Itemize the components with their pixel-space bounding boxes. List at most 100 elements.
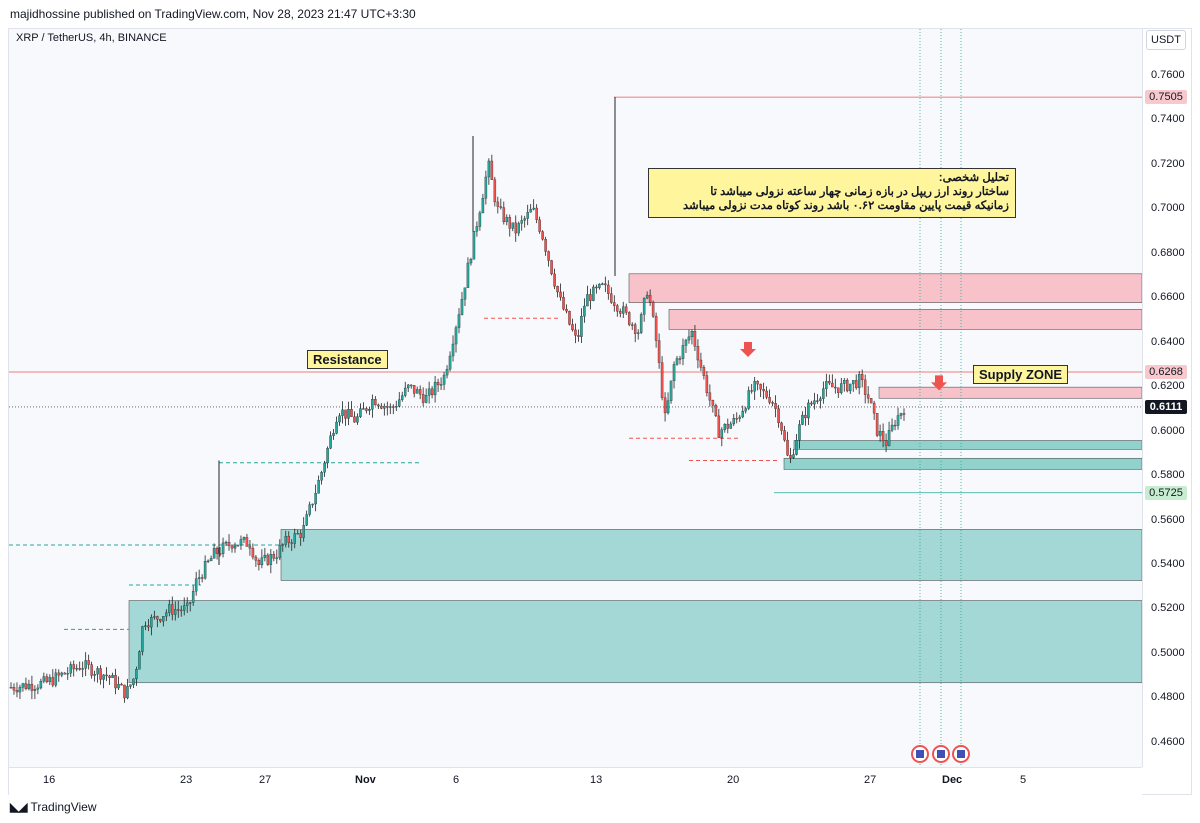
candle-body: [795, 440, 798, 455]
chart-plot-area[interactable]: [9, 29, 1142, 767]
candle-body: [857, 374, 861, 389]
time-scale[interactable]: 16 23 27 Nov 6 13 20 27 Dec 5: [9, 767, 1142, 795]
price-tick: 0.4600: [1151, 735, 1185, 748]
candle-body: [27, 683, 31, 689]
candle-body: [589, 294, 592, 301]
candle-body: [765, 390, 768, 398]
candle-body: [571, 324, 574, 331]
candle-body: [424, 395, 428, 403]
candle-body: [383, 406, 386, 409]
flag-inner: [916, 750, 924, 758]
candle-body: [866, 394, 870, 399]
candle-body: [227, 541, 231, 546]
publish-bar: majidhossine published on TradingView.co…: [0, 0, 1200, 28]
candle-body: [583, 305, 586, 317]
candle-body: [102, 674, 105, 680]
candle-body: [200, 577, 204, 579]
candle-body: [726, 423, 730, 429]
candle-body: [174, 609, 177, 615]
candle-body: [902, 413, 906, 415]
price-tick: 0.5800: [1151, 469, 1185, 482]
price-tick: 0.7600: [1151, 69, 1185, 81]
candle-body: [39, 680, 43, 689]
candle-body: [398, 399, 401, 407]
candle-body: [317, 480, 320, 494]
candle-body: [633, 324, 637, 334]
candle-body: [409, 384, 413, 387]
candle-body: [598, 283, 601, 288]
candle-body: [869, 398, 873, 404]
price-scale[interactable]: 0.7600 0.7400 0.7200 0.7000 0.6800 0.6600 0.64…: [1142, 29, 1191, 767]
price-tick: 0.4800: [1151, 691, 1185, 704]
candle-body: [72, 664, 75, 670]
resistance-label[interactable]: Resistance: [307, 350, 388, 369]
candle-body: [433, 381, 437, 396]
analysis-note[interactable]: تحلیل شخصی: ساختار روند ارز ریپل در بازه…: [648, 168, 1016, 218]
candle-body: [392, 406, 395, 408]
candle-body: [451, 343, 455, 357]
candle-body: [792, 454, 795, 458]
candle-body: [627, 312, 631, 325]
candle-body: [114, 674, 117, 689]
candle-body: [141, 626, 144, 652]
candle-body: [505, 217, 509, 223]
candle-body: [651, 301, 655, 317]
symbol-title[interactable]: XRP / TetherUS, 4h, BINANCE: [16, 32, 167, 44]
chart-canvas[interactable]: [9, 29, 1142, 767]
candle-body: [535, 207, 538, 220]
candle-body: [209, 558, 213, 562]
candle-body: [156, 616, 159, 620]
candle-body: [840, 383, 843, 393]
candle-body: [365, 408, 368, 411]
candle-body: [15, 690, 19, 693]
candle-body: [153, 616, 156, 618]
candle-body: [616, 305, 619, 312]
tradingview-brand[interactable]: ◣◢ TradingView: [10, 800, 97, 814]
candle-body: [356, 416, 359, 423]
supply-zone: [878, 386, 1142, 399]
candle-body: [418, 389, 422, 395]
candle-body: [550, 260, 553, 275]
candle-body: [287, 535, 291, 543]
supply-zone-label[interactable]: Supply ZONE: [973, 365, 1069, 384]
candle-body: [168, 604, 171, 613]
candle-body: [368, 409, 371, 411]
candle-body: [353, 416, 356, 423]
price-tick: 0.6000: [1151, 424, 1185, 437]
brand-name: TradingView: [30, 800, 97, 814]
candle-body: [747, 390, 750, 409]
price-tag: 0.6111: [1145, 399, 1187, 414]
candle-body: [165, 612, 168, 617]
candle-body: [111, 674, 114, 678]
candle-body: [9, 687, 13, 689]
candle-body: [783, 430, 786, 441]
candle-body: [487, 160, 491, 178]
candle-body: [117, 684, 120, 689]
price-tick: 0.7400: [1151, 113, 1185, 126]
time-tick: 23: [180, 774, 193, 786]
candle-body: [469, 259, 473, 264]
candle-body: [430, 388, 434, 396]
candle-body: [230, 545, 234, 549]
price-tick: 0.7200: [1151, 157, 1185, 170]
candle-body: [45, 676, 49, 683]
demand-zone: [280, 529, 1142, 581]
candle-body: [654, 316, 658, 341]
candle-body: [819, 398, 822, 401]
candle-body: [496, 201, 500, 207]
candle-body: [813, 400, 816, 405]
price-tick: 0.5200: [1151, 602, 1185, 615]
time-tick: Nov: [355, 774, 376, 786]
candle-body: [302, 525, 305, 538]
candle-body: [890, 424, 894, 431]
candle-body: [771, 402, 774, 404]
candle-body: [466, 262, 470, 288]
candle-body: [663, 397, 667, 414]
candle-body: [848, 383, 852, 392]
candle-body: [825, 381, 828, 389]
price-tick: 0.5000: [1151, 646, 1185, 659]
currency-button[interactable]: USDT: [1146, 30, 1186, 50]
candle-body: [386, 406, 389, 408]
candle-body: [484, 176, 488, 199]
candle-body: [284, 535, 288, 545]
